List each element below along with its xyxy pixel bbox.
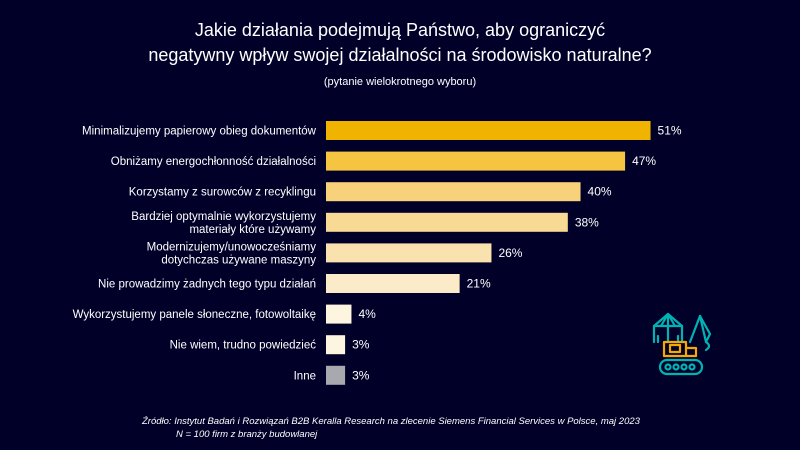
bar-3 — [326, 212, 568, 232]
category-label-6: Wykorzystujemy panele słoneczne, fotowol… — [73, 309, 316, 321]
category-label-8: Inne — [294, 370, 316, 382]
category-label-2: Korzystamy z surowców z recyklingu — [129, 187, 316, 199]
source-line-1: Źródło: Instytut Badań i Rozwiązań B2B K… — [142, 416, 640, 427]
category-label-4: Modernizujemy/unowocześniamy dotychczas u… — [147, 241, 317, 266]
bar-0 — [326, 121, 651, 140]
value-label-4: 26% — [498, 246, 522, 260]
category-label-0: Minimalizujemy papierowy obieg dokumentó… — [82, 126, 317, 138]
bar-6 — [326, 304, 352, 324]
value-label-3: 38% — [575, 215, 599, 229]
bar-8 — [326, 365, 346, 385]
value-label-0: 51% — [658, 124, 682, 138]
category-label-1: Obniżamy energochłonność działalności — [111, 156, 316, 168]
value-label-8: 3% — [352, 368, 370, 382]
bar-5 — [326, 274, 460, 293]
bar-4 — [326, 243, 492, 263]
source-line-2: N = 100 firm z branży budowlanej — [176, 429, 318, 440]
chart-title-line-2: negatywny wpływ swojej działalności na ś… — [148, 45, 652, 65]
value-label-2: 40% — [588, 185, 612, 199]
chart-title-line-1: Jakie działania podejmują Państwo, aby o… — [194, 20, 606, 40]
bar-2 — [326, 182, 581, 202]
chart-subtitle: (pytanie wielokrotnego wyboru) — [323, 76, 477, 88]
excavator-crane-icon — [652, 312, 712, 376]
value-label-7: 3% — [352, 338, 370, 352]
bar-7 — [326, 335, 346, 355]
chart-title: Jakie działania podejmują Państwo, aby o… — [0, 18, 800, 68]
category-label-7: Nie wiem, trudno powiedzieć — [170, 340, 317, 352]
bar-1 — [326, 151, 626, 171]
chart-source: Źródło: Instytut Badań i Rozwiązań B2B K… — [142, 415, 640, 441]
category-label-5: Nie prowadzimy żadnych tego typu działań — [98, 279, 316, 291]
value-label-1: 47% — [632, 154, 656, 168]
value-label-5: 21% — [467, 277, 491, 291]
category-label-3: Bardziej optymalnie wykorzystujemy materi… — [131, 211, 316, 236]
value-label-6: 4% — [358, 307, 376, 321]
